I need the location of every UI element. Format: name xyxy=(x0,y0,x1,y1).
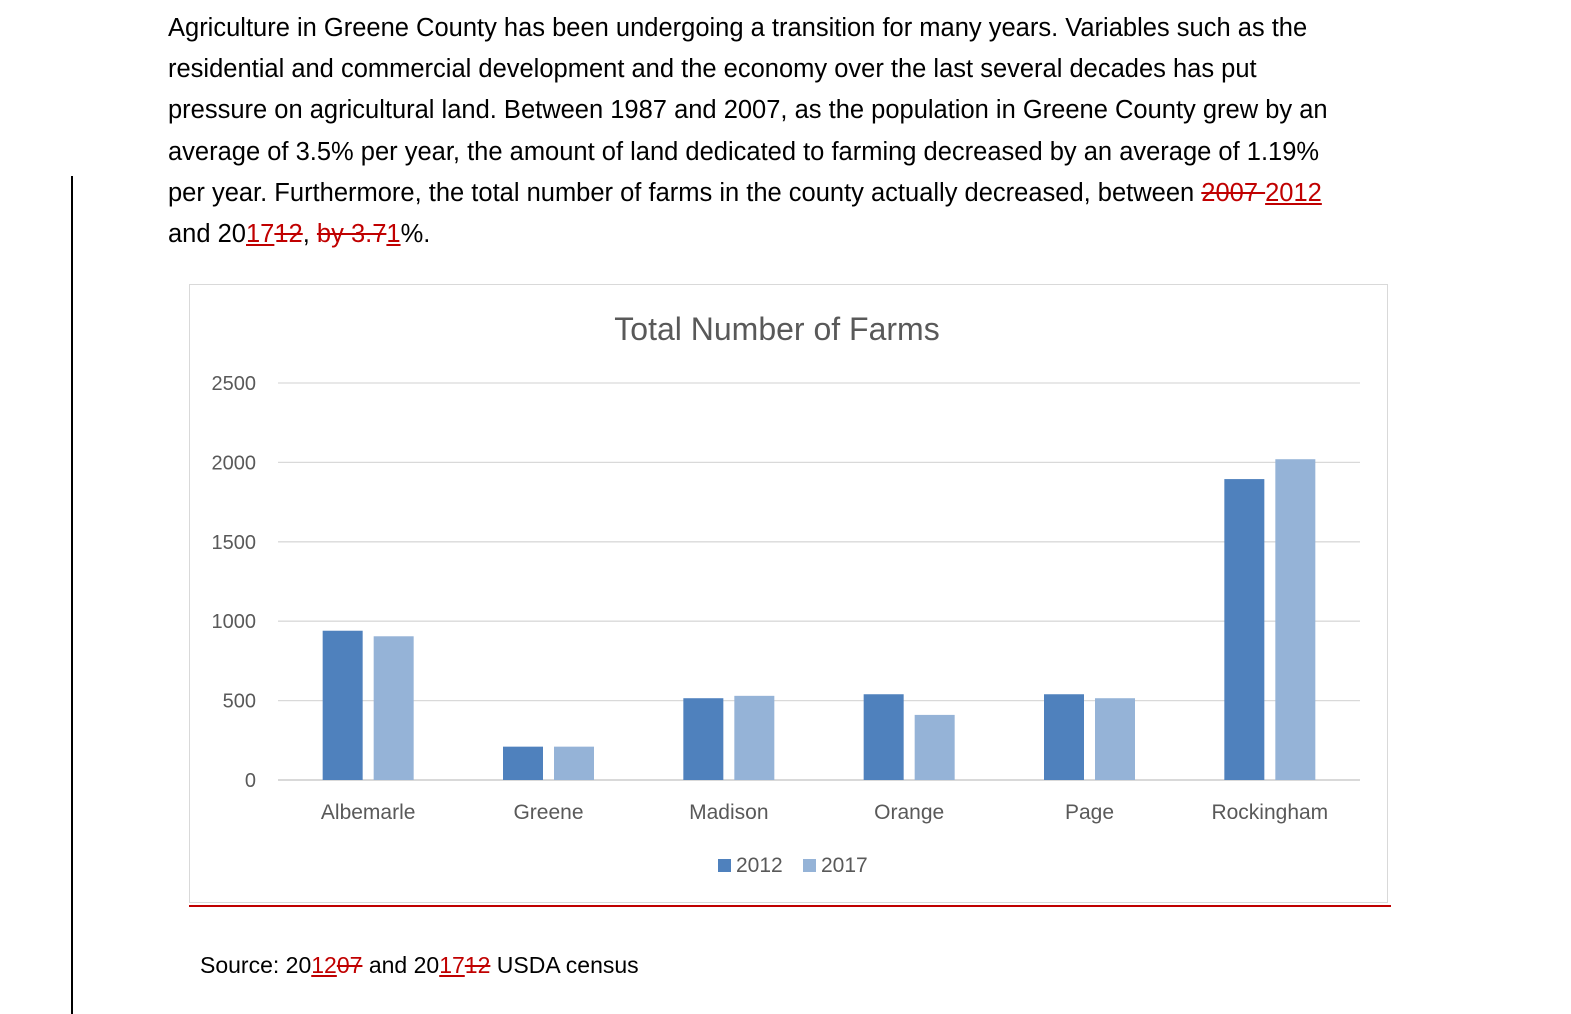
paragraph-line: residential and commercial development a… xyxy=(168,55,1257,84)
y-tick-label: 2000 xyxy=(212,452,257,474)
legend-swatch-2017 xyxy=(803,859,816,872)
deleted-text: 12 xyxy=(274,220,303,249)
bar-greene-2017 xyxy=(554,746,594,780)
x-tick-label: Rockingham xyxy=(1211,801,1328,824)
deleted-text: 07 xyxy=(336,952,363,978)
bar-madison-2012 xyxy=(683,698,724,780)
bar-chart: Total Number of Farms 0 500 1000 1500 2000 25… xyxy=(212,311,1360,877)
paragraph-text: , xyxy=(302,220,317,249)
bar-orange-2012 xyxy=(863,694,904,780)
bar-page-2017 xyxy=(1095,698,1135,780)
x-tick-label: Orange xyxy=(874,801,944,824)
inserted-text: 2012 xyxy=(1265,178,1322,207)
body-paragraph: Agriculture in Greene County has been un… xyxy=(168,8,1428,255)
y-tick-label: 0 xyxy=(245,770,256,792)
source-text: USDA census xyxy=(490,952,639,978)
paragraph-text: %. xyxy=(400,220,431,249)
legend: 2012 2017 xyxy=(718,854,868,877)
y-tick-label: 1500 xyxy=(212,532,257,554)
inserted-text: 12 xyxy=(311,952,337,978)
deleted-text: by 3.7 xyxy=(316,220,387,249)
inserted-text: 17 xyxy=(439,952,465,978)
source-text: and 20 xyxy=(362,952,440,978)
track-change-line xyxy=(189,905,1391,907)
bar-greene-2012 xyxy=(503,746,543,780)
paragraph-text: and 20 xyxy=(168,220,246,249)
bars xyxy=(322,459,1316,780)
paragraph-line: and 201712, by 3.71%. xyxy=(168,214,1428,255)
paragraph-text: per year. Furthermore, the total number … xyxy=(168,178,1202,207)
deleted-text: 2007 xyxy=(1201,178,1266,207)
bar-orange-2017 xyxy=(914,714,955,780)
chart-title: Total Number of Farms xyxy=(614,311,939,347)
y-tick-label: 1000 xyxy=(212,611,257,633)
inserted-text: 17 xyxy=(246,220,275,249)
x-tick-label: Albemarle xyxy=(321,801,416,824)
deleted-text: 12 xyxy=(464,952,491,978)
bar-rockingham-2017 xyxy=(1275,459,1316,780)
bar-madison-2017 xyxy=(734,695,775,780)
y-axis-ticks: 0 500 1000 1500 2000 2500 xyxy=(212,373,257,792)
x-tick-label: Madison xyxy=(689,801,768,824)
bar-albemarle-2012 xyxy=(322,630,363,780)
y-tick-label: 2500 xyxy=(212,373,257,395)
y-tick-label: 500 xyxy=(223,691,256,713)
gridlines xyxy=(278,382,1360,781)
inserted-text: 1 xyxy=(386,220,401,249)
bar-rockingham-2012 xyxy=(1224,479,1265,780)
bar-albemarle-2017 xyxy=(373,636,414,780)
chart-frame[interactable]: Total Number of Farms 0 500 1000 1500 2000 25… xyxy=(189,284,1388,903)
legend-swatch-2012 xyxy=(718,859,731,872)
source-note: Source: 201207 and 201712 USDA census xyxy=(200,947,639,983)
paragraph-line: per year. Furthermore, the total number … xyxy=(168,173,1428,214)
legend-label: 2017 xyxy=(821,854,868,877)
paragraph-line: average of 3.5% per year, the amount of … xyxy=(168,137,1320,166)
bar-page-2012 xyxy=(1044,694,1084,780)
x-axis-ticks: Albemarle Greene Madison Orange Page Rockingh… xyxy=(321,801,1328,824)
paragraph-line: pressure on agricultural land. Between 1… xyxy=(168,96,1328,125)
source-text: Source: 20 xyxy=(200,952,312,978)
x-tick-label: Greene xyxy=(513,801,583,824)
legend-label: 2012 xyxy=(736,854,783,877)
change-bar xyxy=(71,176,73,1014)
x-tick-label: Page xyxy=(1065,801,1114,824)
paragraph-line: Agriculture in Greene County has been un… xyxy=(168,14,1308,42)
